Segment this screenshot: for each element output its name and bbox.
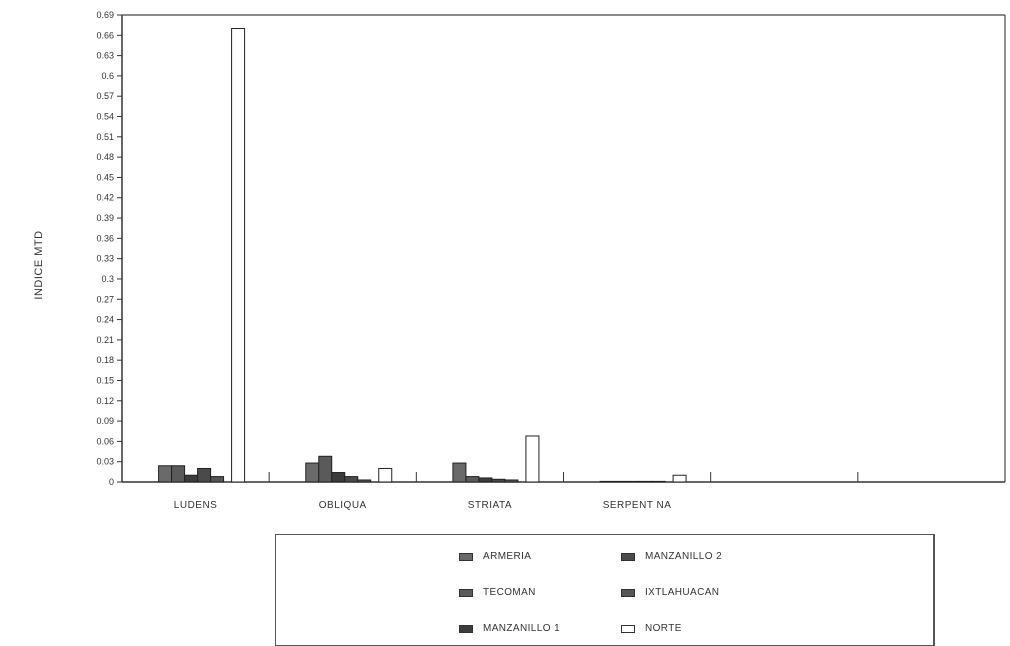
legend-item-manzanillo-1: MANZANILLO 1 [459,623,560,634]
legend-label-tecoman: TECOMAN [483,587,536,598]
legend-swatch-manzanillo-1 [459,624,473,633]
legend-label-manzanillo-2: MANZANILLO 2 [645,551,723,562]
legend-swatch-manzanillo-2 [621,552,635,561]
x-axis-labels: LUDENS OBLIQUA STRIATA SERPENT NA [174,500,672,511]
bar-tecoman-obliqua [318,455,333,483]
y-tick-label: 0.66 [96,30,114,40]
y-tick-label: 0.06 [96,436,114,446]
legend-label-manzanillo-1: MANZANILLO 1 [483,623,561,634]
y-tick-label: 0.45 [96,172,114,182]
bar-manzanillo-1-ludens [184,474,199,483]
y-tick-label: 0.69 [96,10,114,20]
y-tick-label: 0.57 [96,91,114,101]
bar-norte-obliqua [378,467,393,483]
y-axis-ticks: 0 0.03 0.06 0.09 0.12 0.15 0.18 0.21 0.24 0.27 0.3… [96,10,122,487]
bar-chart: 0 0.03 0.06 0.09 0.12 0.15 0.18 0.21 0.24 0.27 0.3… [33,10,1006,511]
legend-item-manzanillo-2: MANZANILLO 2 [621,551,722,562]
bar-tecoman-serpent-na [612,480,627,483]
legend-label-armeria: ARMERIA [483,551,532,562]
bar-ixtlahuacan-striata [504,479,519,483]
y-tick-label: 0 [109,477,114,487]
bar-manzanillo-1-obliqua [331,472,346,483]
y-tick-label: 0.6 [101,71,114,81]
bar-manzanillo-2-ludens [197,467,212,483]
x-category-label: OBLIQUA [319,500,367,511]
y-tick-label: 0.39 [96,213,114,223]
bar-tecoman-striata [465,476,480,483]
y-tick-label: 0.09 [96,416,114,426]
y-tick-label: 0.51 [96,132,114,142]
y-tick-label: 0.54 [96,112,114,122]
bar-manzanillo-1-striata [478,477,493,483]
legend-label-norte: NORTE [645,623,682,634]
x-category-label: LUDENS [174,500,218,511]
x-category-label: SERPENT NA [603,500,672,511]
y-tick-label: 0.15 [96,375,114,385]
y-tick-label: 0.24 [96,315,114,325]
bar-manzanillo-2-striata [491,478,506,483]
legend-label-ixtlahuacan: IXTLAHUACAN [645,587,720,598]
bar-ixtlahuacan-ludens [210,476,225,483]
y-tick-label: 0.12 [96,396,114,406]
bar-ixtlahuacan-serpent-na [651,480,666,483]
legend-swatch-ixtlahuacan [621,588,635,597]
bar-tecoman-ludens [171,465,186,483]
y-tick-label: 0.3 [101,274,114,284]
bar-armeria-serpent-na [599,480,614,483]
bar-manzanillo-2-serpent-na [638,480,653,483]
bars [158,28,687,483]
bar-armeria-striata [452,462,467,483]
legend-swatch-armeria [459,552,473,561]
y-axis-label: INDICE MTD [33,230,45,299]
y-tick-label: 0.48 [96,152,114,162]
legend-swatch-norte [621,624,635,633]
bar-norte-ludens [231,28,246,483]
x-category-label: STRIATA [468,500,512,511]
bar-manzanillo-1-serpent-na [625,480,640,483]
bar-armeria-obliqua [305,462,320,483]
y-tick-label: 0.21 [96,335,114,345]
bar-ixtlahuacan-obliqua [357,479,372,483]
legend-swatch-tecoman [459,588,473,597]
y-tick-label: 0.33 [96,254,114,264]
legend: ARMERIA TECOMAN MANZANILLO 1 MANZANILLO … [275,534,935,646]
y-tick-label: 0.63 [96,51,114,61]
legend-item-ixtlahuacan: IXTLAHUACAN [621,587,719,598]
bar-manzanillo-2-obliqua [344,476,359,483]
bar-armeria-ludens [158,465,173,483]
y-tick-label: 0.42 [96,193,114,203]
legend-item-norte: NORTE [621,623,682,634]
y-tick-label: 0.27 [96,294,114,304]
y-tick-label: 0.03 [96,457,114,467]
y-tick-label: 0.18 [96,355,114,365]
legend-item-armeria: ARMERIA [459,551,531,562]
axes [121,14,1006,483]
bar-norte-striata [525,435,540,483]
bar-norte-serpent-na [672,474,687,483]
y-tick-label: 0.36 [96,233,114,243]
legend-item-tecoman: TECOMAN [459,587,536,598]
